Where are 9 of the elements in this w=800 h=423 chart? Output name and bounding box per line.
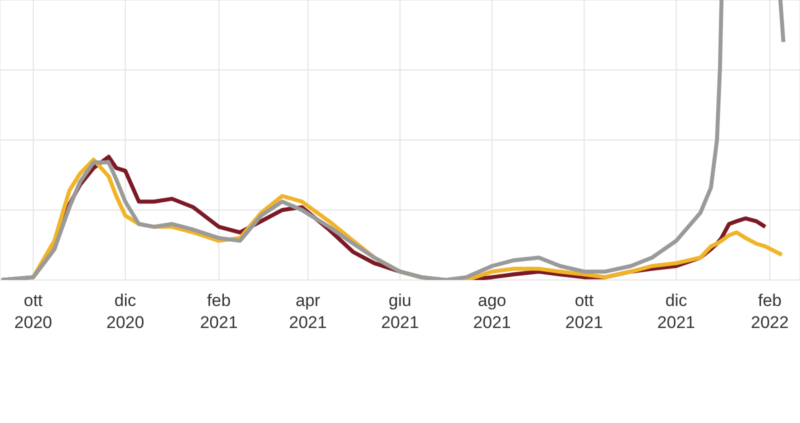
x-tick-label: feb 2022 — [750, 291, 789, 332]
x-tick-label: dic 2020 — [106, 291, 144, 332]
x-tick-label: giu 2021 — [381, 291, 419, 332]
x-tick-label: dic 2021 — [657, 291, 696, 332]
x-tick-label: apr 2021 — [289, 291, 327, 332]
x-tick-label: feb 2021 — [200, 291, 238, 332]
x-tick-label: ott 2020 — [14, 291, 52, 332]
x-tick-label: ago 2021 — [473, 291, 511, 332]
x-tick-label: ott 2021 — [565, 291, 604, 332]
